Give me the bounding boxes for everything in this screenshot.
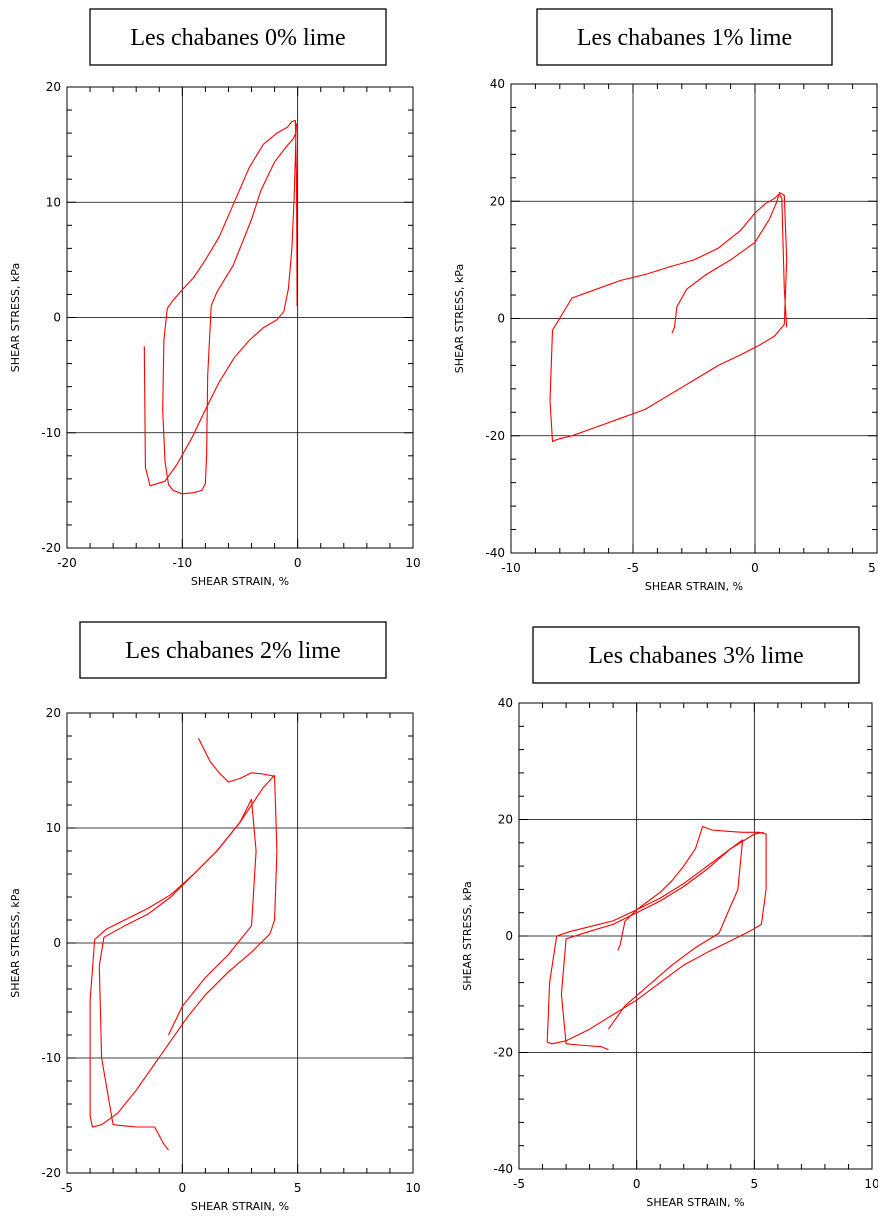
series-group [143,119,298,495]
x-axis-label: SHEAR STRAIN, % [191,575,289,588]
series-line [89,738,278,1128]
x-tick-label: 5 [751,1177,759,1191]
title-box-frame [89,8,387,66]
y-tick-label: -20 [485,429,505,443]
y-tick-label: -10 [41,426,61,440]
y-tick-label: 20 [46,80,61,94]
chart-title: Les chabanes 3% lime [588,643,803,669]
y-tick-label: 10 [46,195,61,209]
series-line [98,798,257,1151]
x-tick-label: 10 [405,1181,420,1195]
x-tick-label: -20 [57,556,77,570]
y-tick-label: -20 [41,541,61,555]
x-axis-label: SHEAR STRAIN, % [191,1200,289,1213]
y-tick-label: 20 [46,706,61,720]
series-group [546,825,767,1051]
y-tick-label: -20 [41,1166,61,1180]
chart-panel-3: Les chabanes 2% lime -5 0 5 10 -20 -10 0 10 20 SHE… [9,621,421,1213]
chart-title: Les chabanes 2% lime [125,638,340,664]
axes: -5 0 5 10 -40 -20 0 20 40 SHEAR STRAIN, % SHEAR ST… [461,696,878,1209]
chart-title-box: Les chabanes 2% lime [79,621,387,679]
series-line [560,839,744,1051]
x-tick-label: 5 [294,1181,302,1195]
y-tick-label: -20 [493,1046,513,1060]
y-tick-label: 40 [498,696,513,710]
x-tick-label: -10 [173,556,193,570]
axes: -20 -10 0 10 -20 -10 0 10 20 SHEAR STRAIN, % SHEAR… [9,80,421,588]
x-tick-label: -10 [501,561,521,575]
x-tick-label: 0 [294,556,302,570]
x-axis-label: SHEAR STRAIN, % [645,580,743,593]
axes: -5 0 5 10 -20 -10 0 10 20 SHEAR STRAIN, % SHEAR ST… [9,706,421,1213]
chart-panel-4: Les chabanes 3% lime -5 0 5 10 -40 -20 0 20 40 SHE… [461,626,878,1209]
y-axis-label: SHEAR STRESS, kPa [9,263,22,372]
y-tick-label: 20 [498,813,513,827]
chart-title-box: Les chabanes 0% lime [89,8,387,66]
y-axis-label: SHEAR STRESS, kPa [9,888,22,997]
y-tick-label: 20 [490,194,505,208]
y-tick-label: 0 [53,311,61,325]
chart-panel-1: Les chabanes 0% lime -20 -10 0 10 -20 -10 0 10 20… [9,8,421,588]
x-tick-label: 0 [633,1177,641,1191]
x-tick-label: 10 [405,556,420,570]
x-tick-label: -5 [61,1181,73,1195]
series-group [89,738,278,1151]
x-tick-label: 0 [751,561,759,575]
chart-title: Les chabanes 0% lime [130,25,345,51]
y-tick-label: -40 [493,1162,513,1176]
x-tick-label: -5 [513,1177,525,1191]
chart-title-box: Les chabanes 1% lime [536,8,833,66]
x-tick-label: 5 [868,561,876,575]
y-tick-label: 0 [505,929,513,943]
y-tick-label: 0 [53,936,61,950]
y-tick-label: -40 [485,546,505,560]
x-axis-label: SHEAR STRAIN, % [646,1196,744,1209]
chart-panel-2: Les chabanes 1% lime -10 -5 0 5 -40 -20 0 20 40 SH… [453,8,878,593]
y-tick-label: 0 [497,312,505,326]
series-line [143,119,298,495]
x-tick-label: 10 [864,1177,878,1191]
series-line [549,191,788,443]
series-line [546,825,767,1045]
x-tick-label: -5 [627,561,639,575]
title-box-frame [79,621,387,679]
axes: -10 -5 0 5 -40 -20 0 20 40 SHEAR STRAIN, % SHEAR S… [453,77,878,593]
chart-title-box: Les chabanes 3% lime [532,626,860,684]
series-group [549,191,788,443]
y-tick-label: 40 [490,77,505,91]
y-axis-label: SHEAR STRESS, kPa [453,264,466,373]
y-tick-label: -10 [41,1051,61,1065]
y-tick-label: 10 [46,821,61,835]
chart-title: Les chabanes 1% lime [577,25,792,51]
title-box-frame [536,8,833,66]
y-axis-label: SHEAR STRESS, kPa [461,881,474,990]
x-tick-label: 0 [179,1181,187,1195]
title-box-frame [532,626,860,684]
